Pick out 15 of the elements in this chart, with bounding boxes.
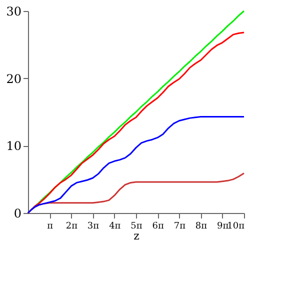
x-tick-label: 5π — [130, 222, 142, 232]
y-tick-label: 20 — [6, 72, 22, 86]
x-tick-label: 2π — [66, 222, 78, 232]
x-tick-label: 10π — [227, 222, 245, 232]
x-axis-title: z — [134, 230, 140, 242]
x-tick-label: 7π — [174, 222, 186, 232]
y-tick-label: 0 — [14, 206, 22, 220]
x-tick-label: 3π — [87, 222, 100, 232]
y-tick-label: 10 — [6, 139, 22, 154]
x-tick-label: 6π — [152, 222, 164, 232]
x-tick-label: 4π — [109, 222, 121, 232]
x-tick-label: 9π — [217, 222, 229, 232]
y-tick-label: 30 — [6, 4, 22, 18]
x-tick-label: 8π — [195, 222, 208, 232]
x-tick-label: π — [47, 222, 54, 232]
